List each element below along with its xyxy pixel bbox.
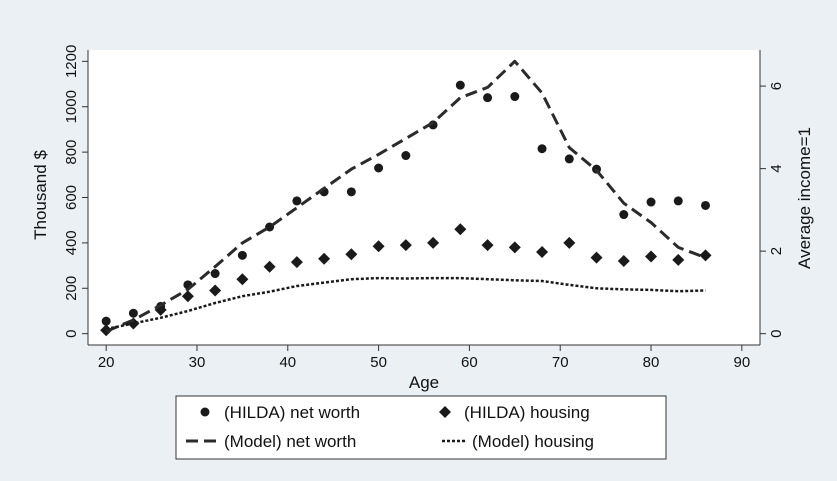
point-hilda-net-worth <box>101 316 111 326</box>
x-tick-label: 50 <box>370 354 387 371</box>
legend-label-hilda-housing: (HILDA) housing <box>464 403 590 422</box>
point-hilda-net-worth <box>619 210 629 220</box>
series-line-model-housing <box>105 276 706 331</box>
x-tick-label: 90 <box>733 354 750 371</box>
point-hilda-housing <box>236 273 249 286</box>
plot-area <box>88 50 760 345</box>
y2-tick-label: 2 <box>768 247 785 255</box>
x-tick-label: 60 <box>461 354 478 371</box>
point-hilda-net-worth <box>537 144 547 154</box>
point-hilda-net-worth <box>401 151 411 161</box>
point-hilda-net-worth <box>374 163 384 173</box>
point-hilda-net-worth <box>128 308 138 318</box>
point-hilda-net-worth <box>510 92 520 102</box>
point-hilda-net-worth <box>673 196 683 206</box>
y-tick-label: 600 <box>63 185 80 210</box>
y-tick-label: 200 <box>63 276 80 301</box>
legend: (HILDA) net worth (HILDA) housing (Model… <box>175 395 667 460</box>
legend-label-model-housing: (Model) housing <box>472 432 594 451</box>
point-hilda-housing <box>481 239 494 252</box>
point-hilda-housing <box>372 240 385 253</box>
point-hilda-net-worth <box>292 196 302 206</box>
point-hilda-net-worth <box>346 187 356 197</box>
point-hilda-housing <box>508 241 521 254</box>
point-hilda-housing <box>699 249 712 262</box>
point-hilda-net-worth <box>701 200 711 210</box>
y-axis-title: Thousand $ <box>31 150 50 240</box>
y-tick-label: 1200 <box>63 45 80 78</box>
point-hilda-housing <box>345 248 358 261</box>
series-layer <box>100 59 712 337</box>
legend-box <box>175 395 667 460</box>
point-hilda-housing <box>645 250 658 263</box>
point-hilda-housing <box>427 236 440 249</box>
point-hilda-net-worth <box>646 197 656 207</box>
axes: 20 30 40 50 60 70 80 90 0 200 400 600 800 1000 1200 0 2 4… <box>63 45 785 371</box>
point-hilda-housing <box>590 251 603 264</box>
x-tick-label: 70 <box>552 354 569 371</box>
point-hilda-housing <box>536 245 549 258</box>
y2-axis-title: Average income=1 <box>795 127 814 269</box>
y2-tick-label: 4 <box>768 164 785 172</box>
y-tick-label: 800 <box>63 140 80 165</box>
y2-tick-label: 6 <box>768 82 785 90</box>
y-tick-label: 1000 <box>63 90 80 123</box>
point-hilda-housing <box>672 253 685 266</box>
point-hilda-net-worth <box>564 154 574 164</box>
point-hilda-housing <box>181 290 194 303</box>
legend-marker-hilda-net-worth <box>200 407 210 417</box>
legend-label-hilda-net-worth: (HILDA) net worth <box>224 403 360 422</box>
point-hilda-net-worth <box>237 250 247 260</box>
point-hilda-housing <box>209 284 222 297</box>
x-axis-title: Age <box>409 373 439 392</box>
x-tick-label: 20 <box>98 354 115 371</box>
point-hilda-net-worth <box>455 80 465 90</box>
x-tick-label: 80 <box>643 354 660 371</box>
x-tick-label: 30 <box>189 354 206 371</box>
point-hilda-housing <box>399 239 412 252</box>
y-tick-label: 0 <box>63 329 80 337</box>
legend-marker-hilda-housing <box>439 406 451 418</box>
point-hilda-housing <box>318 252 331 265</box>
point-hilda-housing <box>263 260 276 273</box>
y2-tick-label: 0 <box>768 329 785 337</box>
point-hilda-housing <box>563 236 576 249</box>
point-hilda-net-worth <box>210 269 220 279</box>
series-line-model-net-worth <box>105 59 707 333</box>
y-tick-label: 400 <box>63 230 80 255</box>
x-tick-label: 40 <box>279 354 296 371</box>
point-hilda-housing <box>454 223 467 236</box>
point-hilda-housing <box>290 256 303 269</box>
point-hilda-housing <box>617 255 630 268</box>
point-hilda-net-worth <box>483 93 493 103</box>
legend-label-model-net-worth: (Model) net worth <box>224 432 356 451</box>
